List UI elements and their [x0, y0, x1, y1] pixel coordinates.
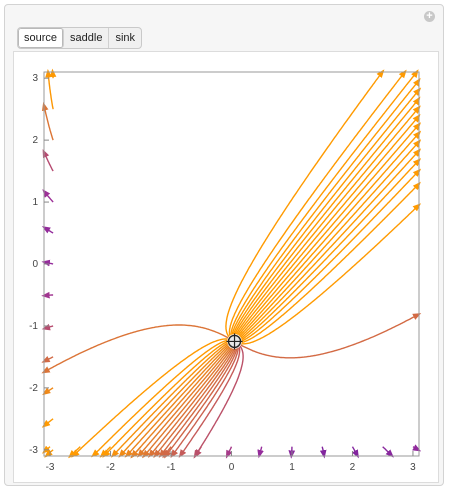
stream-line — [41, 355, 54, 363]
stream-line — [41, 226, 54, 234]
stream-line — [235, 105, 421, 335]
stream-line — [41, 418, 54, 428]
stream-line — [41, 323, 54, 331]
stream-line — [194, 446, 202, 458]
stream-line — [102, 341, 228, 458]
critical-point-marker[interactable] — [226, 333, 243, 350]
manipulate-panel: + source saddle sink -3 -2 -1 0 1 2 3 3 2 1 0 -1 -2-… — [4, 4, 444, 486]
stream-line — [351, 446, 359, 459]
stream-line — [257, 446, 264, 459]
stream-plot: -3 -2 -1 0 1 2 3 3 2 1 0 -1 -2 -3 — [29, 68, 422, 473]
stream-line — [193, 345, 244, 459]
plus-circle-icon[interactable]: + — [424, 11, 435, 22]
stream-line — [238, 122, 422, 336]
stream-plot-frame: -3 -2 -1 0 1 2 3 3 2 1 0 -1 -2 -3 — [13, 51, 439, 483]
mode-selector: source saddle sink — [17, 27, 143, 49]
stream-line — [42, 387, 54, 396]
stream-line — [241, 181, 421, 344]
y-tick-label: 0 — [32, 259, 38, 270]
tab-sink[interactable]: sink — [115, 32, 136, 44]
stream-line — [241, 168, 422, 342]
stream-line — [42, 189, 54, 203]
x-tick-label: 1 — [289, 462, 295, 473]
y-tick-label: -3 — [29, 445, 38, 456]
stream-line — [41, 259, 54, 267]
stream-line — [163, 348, 238, 459]
axis-ticks: -3 -2 -1 0 1 2 3 3 2 1 0 -1 -2 -3 — [29, 73, 416, 473]
y-tick-label: 2 — [32, 135, 38, 146]
stream-line — [118, 343, 229, 458]
stream-line — [153, 348, 235, 459]
stream-line — [68, 446, 81, 459]
stream-line — [228, 69, 407, 336]
stream-line — [241, 158, 422, 341]
x-tick-label: 0 — [229, 462, 235, 473]
stream-line — [141, 347, 233, 459]
stream-line — [240, 313, 422, 359]
stream-line — [41, 445, 51, 454]
stream-line — [130, 446, 142, 459]
plot-axes-box — [43, 71, 420, 457]
x-tick-label: -3 — [46, 462, 55, 473]
stream-line — [232, 87, 422, 335]
stream-line — [225, 446, 233, 459]
y-tick-label: -2 — [29, 383, 38, 394]
stream-line — [158, 348, 237, 458]
stream-line — [130, 346, 230, 459]
y-tick-label: -1 — [29, 321, 38, 332]
stream-line — [49, 68, 57, 79]
tab-saddle[interactable]: saddle — [64, 28, 110, 48]
stream-line — [239, 130, 422, 337]
stream-line — [148, 348, 234, 458]
tab-source[interactable]: source — [18, 28, 65, 48]
y-tick-label: 3 — [32, 73, 38, 84]
stream-line — [225, 69, 385, 338]
stream-line — [240, 139, 422, 338]
stream-line — [412, 444, 422, 452]
stream-line — [241, 203, 422, 345]
x-tick-label: -1 — [167, 462, 176, 473]
stream-line — [99, 446, 112, 458]
stream-line — [110, 342, 228, 458]
stream-line — [236, 113, 421, 336]
stream-line — [231, 77, 421, 335]
stream-line — [178, 346, 241, 458]
stream-line — [42, 149, 54, 172]
stream-line — [382, 446, 394, 458]
x-tick-label: -2 — [106, 462, 115, 473]
x-tick-label: 2 — [350, 462, 356, 473]
stream-line — [230, 69, 419, 335]
stream-line — [319, 446, 327, 459]
stream-line — [90, 339, 228, 458]
x-tick-label: 3 — [410, 462, 416, 473]
stream-lines — [41, 68, 422, 459]
stream-line — [162, 446, 172, 459]
stream-line — [41, 291, 54, 299]
stream-line — [124, 345, 230, 458]
stream-line — [41, 324, 229, 374]
stream-line — [234, 96, 421, 335]
stream-line — [136, 347, 231, 458]
stream-line — [170, 347, 239, 459]
stream-line — [71, 338, 228, 458]
stream-line — [41, 102, 54, 141]
y-tick-label: 1 — [32, 197, 38, 208]
stream-line — [240, 148, 422, 339]
